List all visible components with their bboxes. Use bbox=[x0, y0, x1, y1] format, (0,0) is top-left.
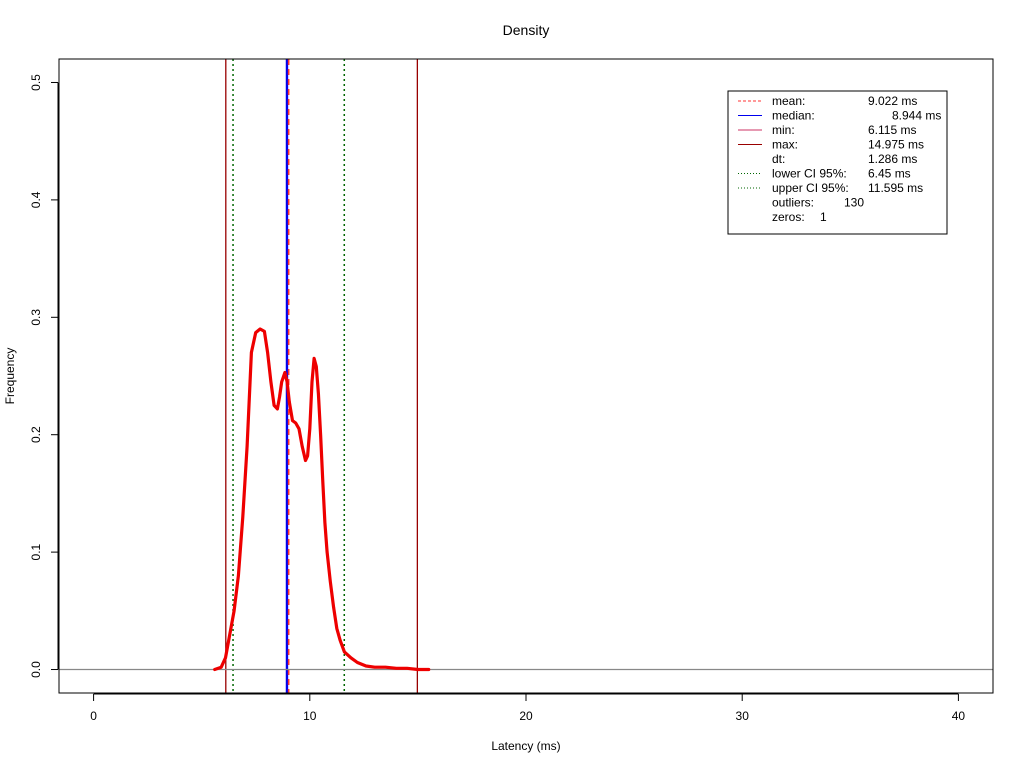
x-tick-label: 40 bbox=[952, 709, 966, 723]
y-axis: 0.0 0.1 0.2 0.3 0.4 0.5 bbox=[29, 74, 59, 678]
legend-value: 14.975 ms bbox=[868, 138, 924, 152]
legend-label: dt: bbox=[772, 152, 785, 166]
legend-value: 11.595 ms bbox=[868, 181, 923, 195]
x-tick-label: 0 bbox=[90, 709, 97, 723]
legend-label: outliers: bbox=[772, 196, 814, 210]
plot-area bbox=[59, 59, 993, 693]
x-tick-label: 30 bbox=[736, 709, 750, 723]
legend-label: max: bbox=[772, 138, 798, 152]
y-tick-label: 0.2 bbox=[29, 426, 43, 443]
legend-value: 1.286 ms bbox=[868, 152, 917, 166]
y-tick-label: 0.0 bbox=[29, 661, 43, 678]
legend: mean: 9.022 ms median: 8.944 ms min: 6.115 ms… bbox=[727, 90, 948, 235]
legend-value: 9.022 ms bbox=[868, 94, 917, 108]
y-tick-label: 0.3 bbox=[29, 309, 43, 326]
legend-label: zeros: bbox=[772, 210, 805, 224]
plot-frame bbox=[58, 58, 994, 694]
legend-label: upper CI 95%: bbox=[772, 181, 849, 195]
legend-value: 6.115 ms bbox=[868, 123, 916, 137]
x-axis: 0 10 20 30 40 bbox=[90, 693, 966, 723]
legend-label: min: bbox=[772, 123, 795, 137]
y-tick-label: 0.4 bbox=[29, 191, 43, 208]
legend-box bbox=[727, 90, 948, 235]
legend-label: median: bbox=[772, 109, 815, 123]
legend-label: mean: bbox=[772, 94, 805, 108]
legend-value: 1 bbox=[820, 210, 827, 224]
legend-value: 130 bbox=[844, 196, 864, 210]
x-axis-label: Latency (ms) bbox=[491, 739, 560, 753]
density-curve bbox=[213, 327, 431, 672]
chart-title: Density bbox=[503, 22, 550, 38]
legend-value: 6.45 ms bbox=[868, 167, 911, 181]
legend-label: lower CI 95%: bbox=[772, 167, 847, 181]
x-tick-label: 20 bbox=[519, 709, 533, 723]
y-tick-label: 0.5 bbox=[29, 74, 43, 91]
legend-value: 8.944 ms bbox=[892, 109, 941, 123]
x-tick-label: 10 bbox=[303, 709, 317, 723]
y-tick-label: 0.1 bbox=[29, 543, 43, 560]
y-axis-label: Frequency bbox=[3, 348, 17, 405]
